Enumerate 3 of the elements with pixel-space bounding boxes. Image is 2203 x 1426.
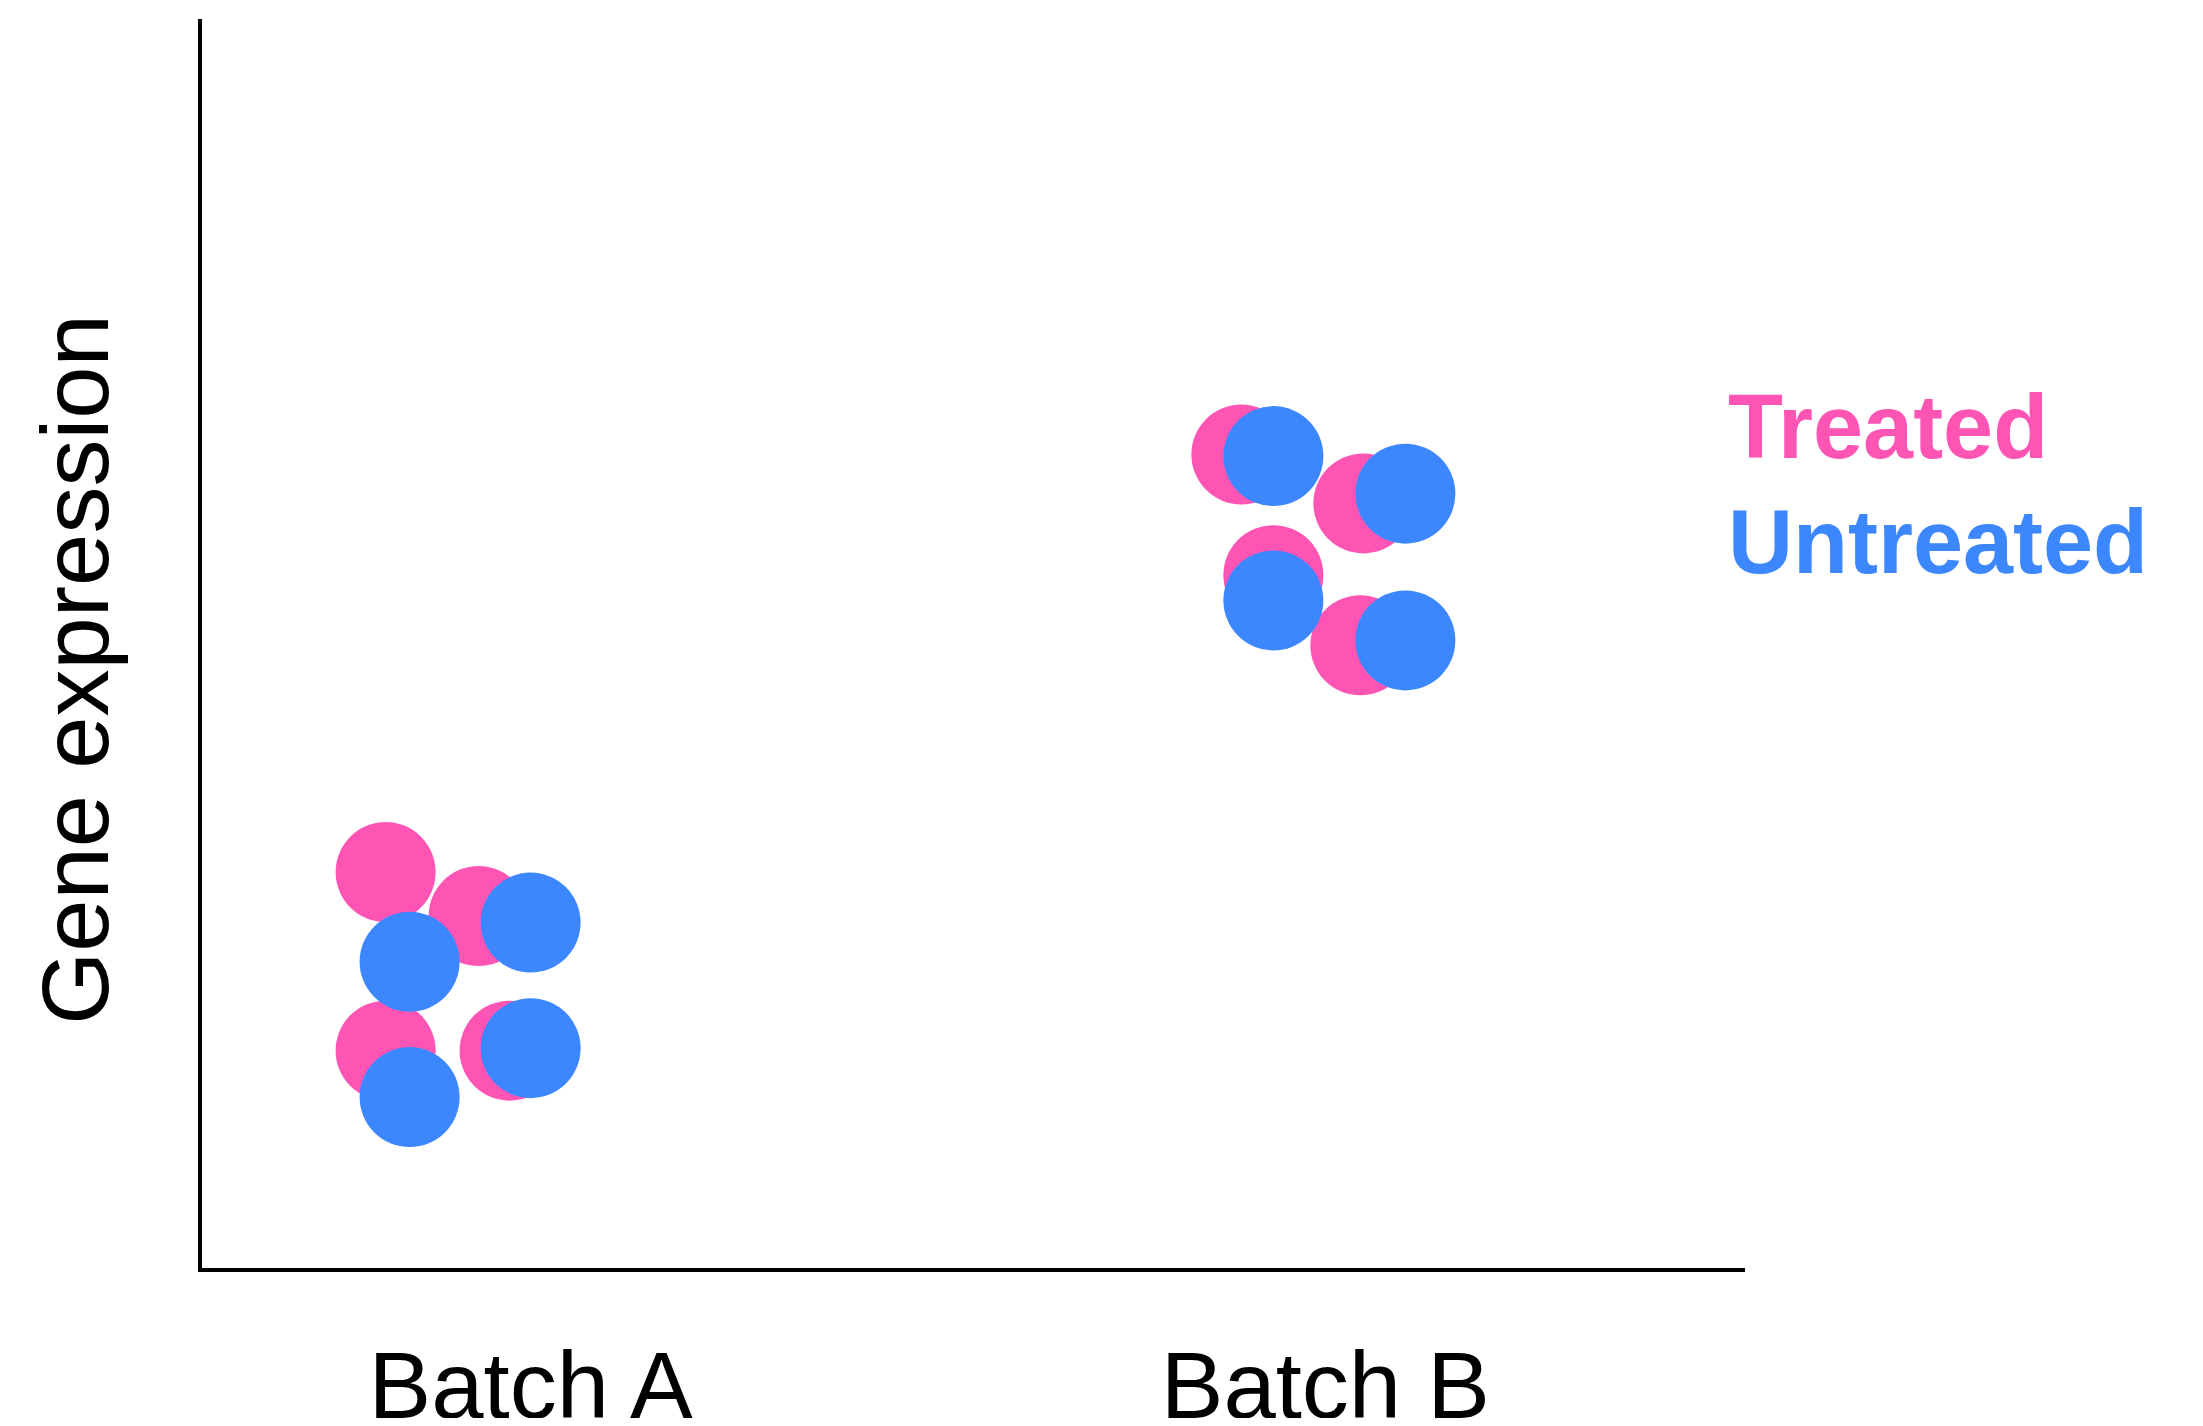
text: Untreated	[1728, 492, 2149, 592]
y-axis-title: Gene expression	[23, 314, 128, 1025]
text: Treated	[1728, 377, 2049, 477]
